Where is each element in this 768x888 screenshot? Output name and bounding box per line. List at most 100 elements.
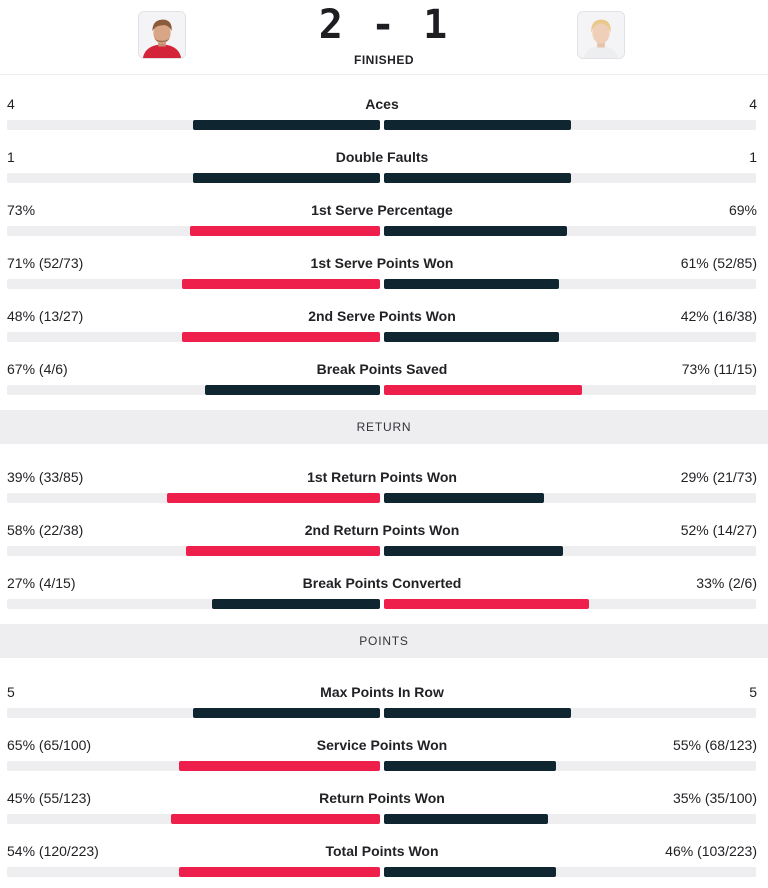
- away-stat-value: 55% (68/123): [672, 737, 757, 753]
- home-stat-bar: [179, 761, 380, 771]
- away-stat-value: 46% (103/223): [665, 843, 757, 859]
- home-stat-value: 45% (55/123): [7, 790, 92, 806]
- home-stat-bar-track: [7, 279, 380, 289]
- away-stat-bar-track: [384, 120, 756, 130]
- away-stat-bar: [384, 332, 559, 342]
- away-stat-bar-track: [384, 599, 756, 609]
- stat-label: Break Points Saved: [316, 361, 448, 377]
- home-stat-bar-track: [7, 385, 380, 395]
- home-stat-bar-track: [7, 761, 380, 771]
- stat-label: Double Faults: [335, 149, 429, 165]
- away-stat-bar-track: [384, 385, 756, 395]
- stat-label: Aces: [365, 96, 399, 112]
- away-stat-bar: [384, 867, 556, 877]
- away-stat-value: 61% (52/85): [680, 255, 757, 271]
- away-stat-bar-track: [384, 493, 756, 503]
- section-header-points: POINTS: [0, 624, 768, 658]
- home-stat-bar: [182, 332, 380, 342]
- away-stat-bar: [384, 385, 582, 395]
- away-stat-bar-track: [384, 814, 756, 824]
- home-stat-bar: [179, 867, 380, 877]
- away-stat-value: 73% (11/15): [681, 361, 757, 377]
- home-stat-bar-track: [7, 332, 380, 342]
- home-stat-value: 48% (13/27): [7, 308, 84, 324]
- stat-row: 5 Max Points In Row 5: [0, 667, 768, 720]
- home-stat-bar: [193, 708, 380, 718]
- stat-row: 71% (52/73) 1st Serve Points Won 61% (52/8…: [0, 238, 768, 291]
- home-stat-bar-track: [7, 120, 380, 130]
- away-stat-value: 69%: [728, 202, 757, 218]
- away-stat-bar-track: [384, 173, 756, 183]
- home-stat-bar-track: [7, 173, 380, 183]
- stat-label: Service Points Won: [316, 737, 448, 753]
- home-stat-bar: [193, 120, 380, 130]
- home-stat-bar: [193, 173, 380, 183]
- stat-label: 1st Return Points Won: [307, 469, 457, 485]
- away-stat-bar: [384, 708, 571, 718]
- away-player-avatar[interactable]: [577, 11, 625, 59]
- home-stat-value: 67% (4/6): [7, 361, 68, 377]
- home-stat-bar: [186, 546, 380, 556]
- away-stat-value: 1: [749, 149, 757, 165]
- stat-row: 48% (13/27) 2nd Serve Points Won 42% (16/3…: [0, 291, 768, 344]
- stat-label: Max Points In Row: [320, 684, 444, 700]
- stat-row: 65% (65/100) Service Points Won 55% (68/12…: [0, 720, 768, 773]
- stat-row: 1 Double Faults 1: [0, 132, 768, 185]
- away-stat-bar: [384, 599, 589, 609]
- stat-row: 58% (22/38) 2nd Return Points Won 52% (14/…: [0, 505, 768, 558]
- home-stat-bar: [171, 814, 380, 824]
- home-player-avatar[interactable]: [138, 11, 186, 59]
- away-stat-bar: [384, 546, 563, 556]
- home-stat-bar-track: [7, 814, 380, 824]
- away-stat-bar-track: [384, 761, 756, 771]
- away-stat-bar: [384, 279, 559, 289]
- player-avatar-icon: [578, 12, 624, 58]
- stat-label: 1st Serve Points Won: [310, 255, 454, 271]
- away-stat-bar: [384, 120, 571, 130]
- home-stat-value: 65% (65/100): [7, 737, 92, 753]
- away-stat-value: 29% (21/73): [680, 469, 757, 485]
- home-stat-bar: [190, 226, 380, 236]
- stat-row: 39% (33/85) 1st Return Points Won 29% (21/…: [0, 452, 768, 505]
- away-stat-value: 4: [749, 96, 757, 112]
- match-score: 2 - 1: [318, 2, 450, 48]
- home-stat-value: 27% (4/15): [7, 575, 76, 591]
- away-stat-value: 33% (2/6): [696, 575, 757, 591]
- home-stat-bar: [167, 493, 380, 503]
- section-header-return: RETURN: [0, 410, 768, 444]
- stat-row: 67% (4/6) Break Points Saved 73% (11/15): [0, 344, 768, 397]
- home-stat-bar-track: [7, 599, 380, 609]
- away-stat-bar: [384, 226, 567, 236]
- home-stat-bar-track: [7, 708, 380, 718]
- stat-row: 27% (4/15) Break Points Converted 33% (2/6…: [0, 558, 768, 611]
- away-stat-bar-track: [384, 546, 756, 556]
- away-stat-bar-track: [384, 279, 756, 289]
- away-stat-bar: [384, 814, 548, 824]
- home-stat-value: 4: [7, 96, 15, 112]
- stat-row: 4 Aces 4: [0, 79, 768, 132]
- home-stat-value: 39% (33/85): [7, 469, 84, 485]
- home-stat-bar: [205, 385, 380, 395]
- match-header: 2 - 1 FINISHED: [0, 0, 768, 75]
- away-stat-bar-track: [384, 867, 756, 877]
- stat-label: 2nd Serve Points Won: [308, 308, 456, 324]
- match-status: FINISHED: [353, 53, 414, 67]
- away-stat-bar-track: [384, 332, 756, 342]
- away-stat-value: 35% (35/100): [672, 790, 757, 806]
- away-stat-bar-track: [384, 708, 756, 718]
- stat-label: Break Points Converted: [302, 575, 462, 591]
- home-stat-value: 54% (120/223): [7, 843, 99, 859]
- stat-label: 2nd Return Points Won: [304, 522, 460, 538]
- home-stat-value: 5: [7, 684, 15, 700]
- home-stat-value: 1: [7, 149, 15, 165]
- home-stat-bar: [212, 599, 380, 609]
- away-stat-bar: [384, 173, 571, 183]
- home-stat-bar: [182, 279, 380, 289]
- away-stat-bar: [384, 493, 544, 503]
- stat-label: Return Points Won: [319, 790, 445, 806]
- stat-row: 73% 1st Serve Percentage 69%: [0, 185, 768, 238]
- home-stat-value: 58% (22/38): [7, 522, 84, 538]
- stat-label: 1st Serve Percentage: [311, 202, 453, 218]
- stat-label: Total Points Won: [325, 843, 439, 859]
- home-stat-value: 73%: [7, 202, 36, 218]
